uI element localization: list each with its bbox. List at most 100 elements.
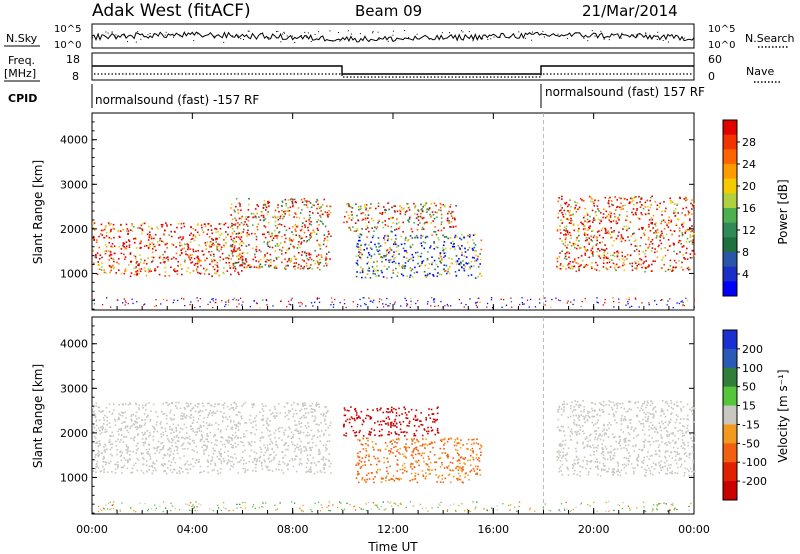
heat-cell <box>327 216 329 218</box>
noise-cell <box>388 305 390 307</box>
heat-cell <box>220 462 223 464</box>
heat-cell <box>670 221 672 223</box>
heat-cell <box>473 470 476 472</box>
heat-cell <box>609 401 612 403</box>
heat-cell <box>668 219 670 222</box>
heat-cell <box>600 220 603 223</box>
heat-cell <box>303 408 306 410</box>
heat-cell <box>666 224 668 227</box>
heat-cell <box>676 253 678 255</box>
heat-cell <box>691 256 693 259</box>
heat-cell <box>308 200 310 203</box>
heat-cell <box>124 268 127 270</box>
heat-cell <box>377 205 380 208</box>
freq-label-line1: Freq. <box>8 54 35 67</box>
heat-cell <box>361 276 363 279</box>
heat-cell <box>169 469 172 471</box>
heat-cell <box>188 415 191 418</box>
heat-cell <box>443 467 446 469</box>
heat-cell <box>592 219 595 221</box>
heat-cell <box>233 237 235 240</box>
heat-cell <box>567 210 569 212</box>
heat-region-1 <box>92 401 332 475</box>
nsearch-dot <box>449 32 450 34</box>
heat-cell <box>379 448 381 451</box>
heat-cell <box>596 264 599 267</box>
heat-cell <box>315 233 318 235</box>
heat-cell <box>206 438 208 440</box>
heat-cell <box>95 424 98 427</box>
heat-cell <box>451 211 453 213</box>
heat-cell <box>120 252 123 255</box>
heat-cell <box>579 246 581 249</box>
heat-cell <box>133 439 135 442</box>
heat-cell <box>603 465 605 467</box>
heat-cell <box>689 257 692 259</box>
heat-cell <box>689 218 691 220</box>
heat-cell <box>359 208 361 211</box>
heat-cell <box>370 217 373 220</box>
heat-cell <box>472 456 474 459</box>
heat-cell <box>364 206 366 208</box>
heat-cell <box>391 206 393 209</box>
heat-cell <box>319 268 321 271</box>
heat-cell <box>147 246 150 249</box>
heat-cell <box>250 449 253 452</box>
heat-cell <box>599 257 602 259</box>
heat-cell <box>669 199 672 202</box>
nsearch-dot <box>603 38 605 40</box>
heat-cell <box>94 453 97 456</box>
heat-cell <box>214 443 216 446</box>
heat-cell <box>638 263 640 266</box>
heat-cell <box>642 459 645 462</box>
heat-cell <box>610 451 612 454</box>
heat-cell <box>613 230 615 232</box>
heat-cell <box>158 273 161 276</box>
heat-cell <box>178 431 181 433</box>
heat-cell <box>405 417 407 419</box>
heat-cell <box>600 468 603 470</box>
nsearch-dot <box>292 35 294 37</box>
heat-cell <box>218 243 221 246</box>
heat-cell <box>360 443 363 445</box>
heat-cell <box>475 442 478 444</box>
heat-cell <box>387 424 390 426</box>
noise-cell <box>127 302 129 305</box>
heat-cell <box>584 234 586 236</box>
heat-cell <box>674 211 677 214</box>
heat-cell <box>176 440 179 442</box>
noise-cell <box>241 304 243 306</box>
nsearch-dot <box>532 31 533 33</box>
heat-cell <box>413 272 416 274</box>
heat-cell <box>196 224 199 226</box>
heat-cell <box>163 445 165 447</box>
heat-cell <box>211 232 214 235</box>
heat-cell <box>127 230 130 232</box>
heat-cell <box>643 234 646 236</box>
heat-cell <box>308 434 311 436</box>
heat-cell <box>124 256 127 258</box>
heat-cell <box>307 267 309 270</box>
heat-cell <box>349 418 351 421</box>
heat-cell <box>288 426 290 428</box>
heat-cell <box>617 216 620 219</box>
heat-cell <box>184 408 186 410</box>
noise-cell <box>124 304 126 306</box>
heat-cell <box>185 402 188 405</box>
station-title: Adak West (fitACF) <box>92 1 251 21</box>
noise-cell <box>272 305 274 307</box>
heat-cell <box>575 211 578 213</box>
heat-cell <box>395 238 397 240</box>
heat-cell <box>427 468 429 471</box>
heat-cell <box>450 262 453 264</box>
heat-cell <box>686 258 689 260</box>
heat-cell <box>390 409 393 411</box>
heat-cell <box>171 441 173 444</box>
heat-cell <box>570 431 573 433</box>
heat-cell <box>272 458 275 461</box>
heat-cell <box>626 198 628 201</box>
heat-cell <box>192 416 195 419</box>
heat-cell <box>304 252 306 254</box>
heat-cell <box>266 466 268 469</box>
heat-cell <box>385 477 387 479</box>
